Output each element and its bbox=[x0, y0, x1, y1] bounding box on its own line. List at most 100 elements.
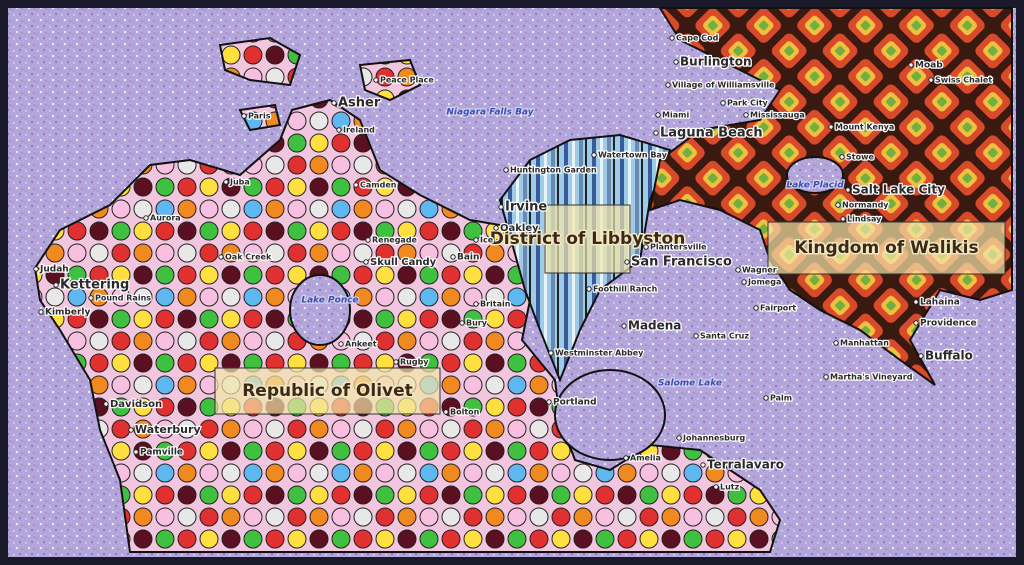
water-label: Niagara Falls Bay bbox=[446, 108, 534, 118]
place-marker bbox=[840, 216, 846, 222]
place-label: Foothill Ranch bbox=[593, 285, 658, 294]
place-label: Judah bbox=[39, 265, 69, 275]
place-label: Huntington Garden bbox=[510, 166, 597, 175]
place-label: Amelia bbox=[630, 454, 661, 463]
place-label: Bolton bbox=[450, 408, 480, 417]
place-label: Plantersville bbox=[650, 243, 707, 252]
place-label: Oak Creek bbox=[225, 253, 272, 262]
place-label: Britain bbox=[480, 300, 511, 309]
place-marker bbox=[700, 462, 706, 468]
region-box bbox=[214, 367, 441, 415]
region-box bbox=[544, 204, 631, 274]
place-label: Westminster Abbey bbox=[555, 349, 644, 358]
place-label: Burlington bbox=[680, 55, 752, 69]
place-label: Pound Rains bbox=[95, 294, 151, 303]
place-marker bbox=[128, 427, 134, 433]
place-label: Santa Cruz bbox=[700, 332, 749, 341]
place-label: Oakley bbox=[500, 223, 539, 234]
place-label: Waterbury bbox=[135, 423, 201, 436]
place-label: Salt Lake City bbox=[852, 183, 945, 197]
place-marker bbox=[373, 77, 379, 83]
place-label: Pamville bbox=[140, 448, 183, 458]
place-label: Asher bbox=[338, 96, 381, 111]
place-marker bbox=[741, 279, 747, 285]
place-marker bbox=[624, 259, 630, 265]
place-marker bbox=[473, 301, 479, 307]
place-label: Aurora bbox=[150, 214, 181, 223]
lake bbox=[289, 274, 351, 346]
place-marker bbox=[88, 295, 94, 301]
place-label: Bury bbox=[466, 319, 488, 328]
water-label: Lake Placid bbox=[786, 181, 844, 191]
place-label: Moab bbox=[915, 61, 943, 71]
place-marker bbox=[450, 254, 456, 260]
place-label: Johannesburg bbox=[682, 434, 746, 443]
place-marker bbox=[621, 323, 627, 329]
place-label: Jomega bbox=[747, 278, 781, 287]
place-marker bbox=[548, 350, 554, 356]
place-marker bbox=[493, 225, 499, 231]
place-marker bbox=[498, 204, 504, 210]
region-box bbox=[767, 221, 1006, 275]
place-marker bbox=[908, 62, 914, 68]
place-marker bbox=[713, 484, 719, 490]
lake bbox=[554, 369, 666, 461]
place-marker bbox=[223, 179, 229, 185]
olivet-land bbox=[33, 98, 782, 553]
place-marker bbox=[586, 286, 592, 292]
place-label: Portland bbox=[553, 398, 597, 408]
place-label: Manhattan bbox=[840, 339, 889, 348]
place-marker bbox=[763, 395, 769, 401]
place-label: Miami bbox=[662, 111, 689, 120]
place-label: Peace Place bbox=[380, 76, 434, 85]
place-marker bbox=[753, 305, 759, 311]
place-label: Normandy bbox=[842, 201, 889, 210]
place-marker bbox=[676, 435, 682, 441]
place-marker bbox=[743, 112, 749, 118]
place-marker bbox=[336, 127, 342, 133]
place-label: Ice bbox=[480, 236, 494, 245]
place-marker bbox=[823, 374, 829, 380]
place-label: Kettering bbox=[60, 278, 129, 293]
place-marker bbox=[353, 182, 359, 188]
place-label: Laguna Beach bbox=[660, 126, 763, 141]
place-marker bbox=[833, 340, 839, 346]
place-label: Lahaina bbox=[920, 298, 960, 308]
place-marker bbox=[38, 309, 44, 315]
place-marker bbox=[365, 237, 371, 243]
place-marker bbox=[338, 341, 344, 347]
place-marker bbox=[503, 167, 509, 173]
place-label: Fairport bbox=[760, 304, 796, 313]
place-label: Camden bbox=[360, 181, 397, 190]
place-label: Palm bbox=[770, 394, 792, 403]
place-marker bbox=[835, 202, 841, 208]
place-marker bbox=[546, 399, 552, 405]
place-label: Kimberly bbox=[45, 308, 91, 318]
place-label: Buffalo bbox=[925, 349, 973, 363]
place-label: Stowe bbox=[846, 153, 874, 162]
place-marker bbox=[655, 112, 661, 118]
place-label: Madena bbox=[628, 319, 681, 333]
place-label: San Francisco bbox=[631, 255, 732, 270]
place-label: Davidson bbox=[110, 399, 162, 410]
place-marker bbox=[363, 259, 369, 265]
place-marker bbox=[53, 282, 59, 288]
place-label: Watertown Bay bbox=[598, 151, 668, 160]
place-marker bbox=[473, 237, 479, 243]
place-marker bbox=[928, 77, 934, 83]
place-marker bbox=[735, 267, 741, 273]
place-label: Paris bbox=[248, 112, 271, 121]
place-marker bbox=[720, 100, 726, 106]
place-label: Park City bbox=[727, 99, 769, 108]
place-marker bbox=[331, 100, 337, 106]
place-marker bbox=[913, 320, 919, 326]
place-label: Providence bbox=[920, 319, 977, 329]
place-label: Martha's Vineyard bbox=[830, 373, 913, 382]
place-marker bbox=[623, 455, 629, 461]
place-marker bbox=[103, 401, 109, 407]
place-label: Ankeet bbox=[345, 340, 377, 349]
place-marker bbox=[459, 320, 465, 326]
place-label: Lutz bbox=[720, 483, 740, 492]
place-marker bbox=[133, 449, 139, 455]
